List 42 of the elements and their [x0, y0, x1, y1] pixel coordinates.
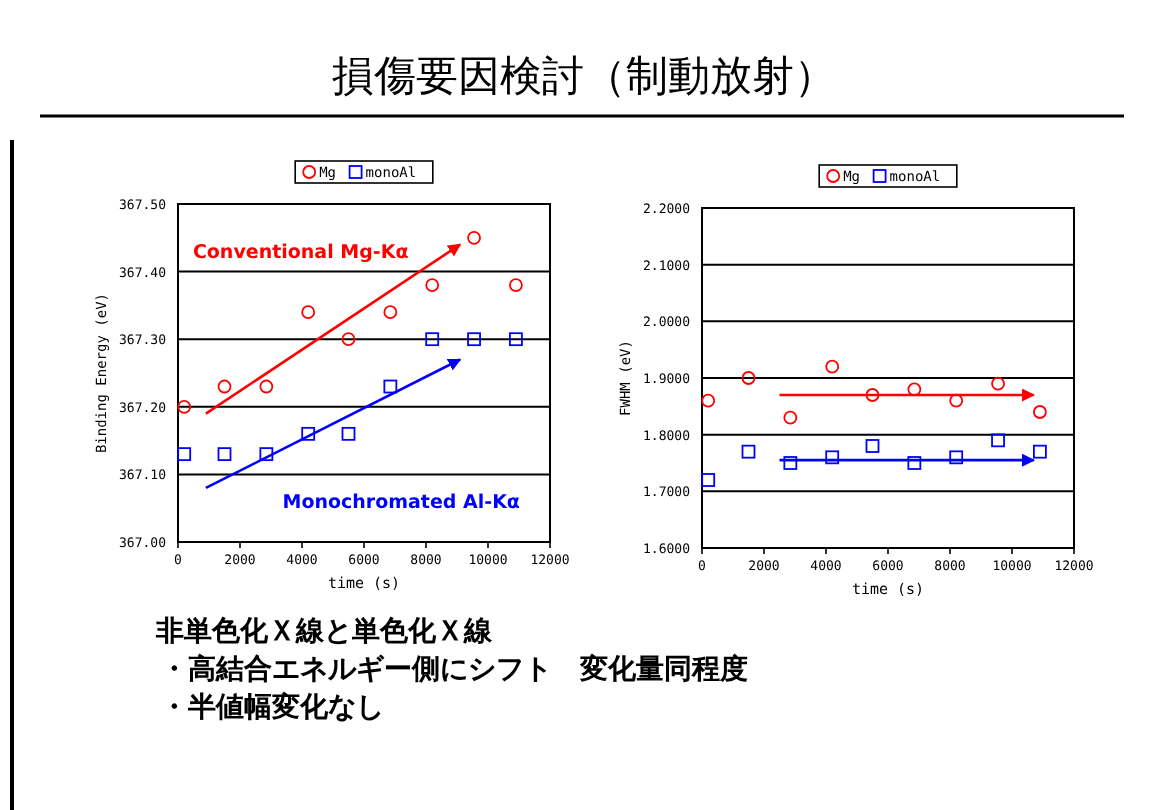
point — [259, 379, 274, 394]
point — [865, 439, 880, 453]
point — [259, 447, 274, 462]
point — [467, 230, 481, 245]
point — [701, 393, 716, 408]
point — [907, 382, 922, 397]
point — [301, 426, 316, 441]
text: ・高結合エネルギー側にシフト 変化量同程度 — [160, 652, 748, 686]
point — [825, 359, 840, 374]
point — [783, 410, 798, 425]
point — [1033, 405, 1047, 419]
chart-title: 損傷要因検討（制動放射） — [332, 52, 836, 100]
text: 非単色化Ｘ線と単色化Ｘ線 — [154, 616, 494, 648]
point — [825, 450, 840, 465]
point — [509, 332, 523, 347]
point — [741, 371, 756, 385]
point — [177, 447, 192, 462]
point — [383, 305, 398, 320]
point — [383, 379, 398, 394]
point — [865, 388, 880, 402]
text: ・半値幅変化なし — [160, 690, 384, 724]
point — [425, 332, 440, 347]
point — [467, 332, 481, 347]
point — [509, 278, 523, 293]
point — [741, 444, 756, 459]
point — [341, 332, 356, 347]
annotation: Monochromated Al-Kα — [282, 492, 521, 515]
point — [907, 456, 922, 470]
point — [783, 456, 798, 470]
point — [341, 426, 356, 441]
point — [301, 305, 316, 320]
point — [949, 393, 964, 408]
point — [701, 473, 716, 487]
point — [177, 399, 192, 414]
point — [425, 278, 440, 293]
annotation: Conventional Mg-Kα — [192, 242, 410, 265]
point — [949, 450, 964, 465]
point — [1033, 444, 1047, 459]
point — [991, 433, 1005, 448]
point — [991, 376, 1005, 391]
point — [217, 447, 232, 462]
point — [217, 379, 232, 394]
